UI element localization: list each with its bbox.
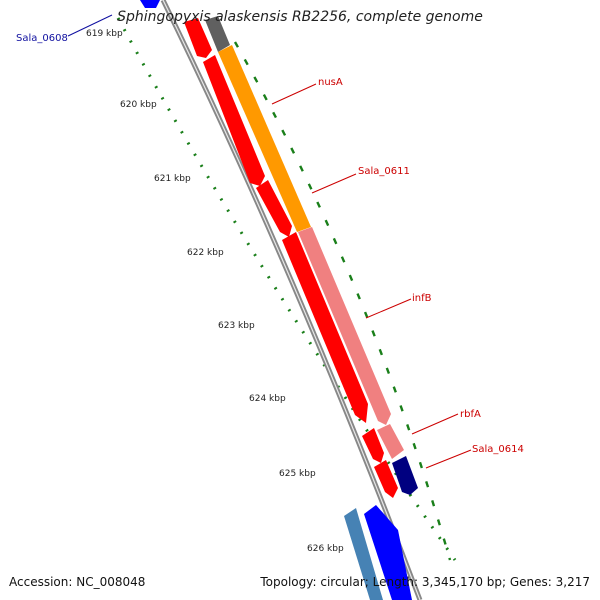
gene-pink-infB[interactable] [298,227,391,425]
gene-red-2[interactable] [256,180,292,237]
leader-Sala_0608 [67,14,113,37]
gene-red-4[interactable] [362,428,384,463]
gene-darkblue-Sala_0614[interactable] [392,456,418,495]
label-Sala_0611[interactable]: Sala_0611 [358,166,410,177]
genome-summary-text: Topology: circular; Length: 3,345,170 bp… [260,575,590,589]
tick-label-626: 626 kbp [307,544,344,554]
gene-orange-nusA[interactable] [218,45,311,232]
tick-label-624: 624 kbp [249,394,286,404]
label-infB[interactable]: infB [412,293,432,304]
map-title: Sphingopyxis alaskensis RB2256, complete… [117,9,483,25]
tick-label-623: 623 kbp [218,321,255,331]
label-rbfA[interactable]: rbfA [460,409,481,420]
tick-label-621: 621 kbp [154,174,191,184]
gene-red-top[interactable] [184,18,212,58]
gene-blue-top[interactable] [140,0,160,8]
accession-text: Accession: NC_008048 [9,575,146,589]
gene-grey-top[interactable] [205,16,230,52]
leader-Sala_0614 [425,449,472,469]
label-Sala_0608[interactable]: Sala_0608 [16,33,68,44]
gene-pink-rbfA[interactable] [377,424,404,459]
label-Sala_0614[interactable]: Sala_0614 [472,444,524,455]
leader-rbfA [411,413,459,435]
gene-red-3[interactable] [282,232,368,423]
backbone-inner [162,0,421,600]
label-nusA[interactable]: nusA [318,77,343,88]
tick-label-622: 622 kbp [187,248,224,258]
tick-label-625: 625 kbp [279,469,316,479]
outer-track-dashes [233,41,452,561]
gene-blue-bottom[interactable] [364,505,412,600]
tick-label-620: 620 kbp [120,100,157,110]
leader-nusA [271,83,317,105]
leader-infB [365,298,412,319]
tick-label-619: 619 kbp [86,29,123,39]
gene-steelblue-bottom[interactable] [344,508,383,600]
gene-red-5[interactable] [374,460,398,498]
gene-red-1[interactable] [203,55,265,186]
backbone-outer [160,0,423,600]
leader-Sala_0611 [311,173,357,194]
